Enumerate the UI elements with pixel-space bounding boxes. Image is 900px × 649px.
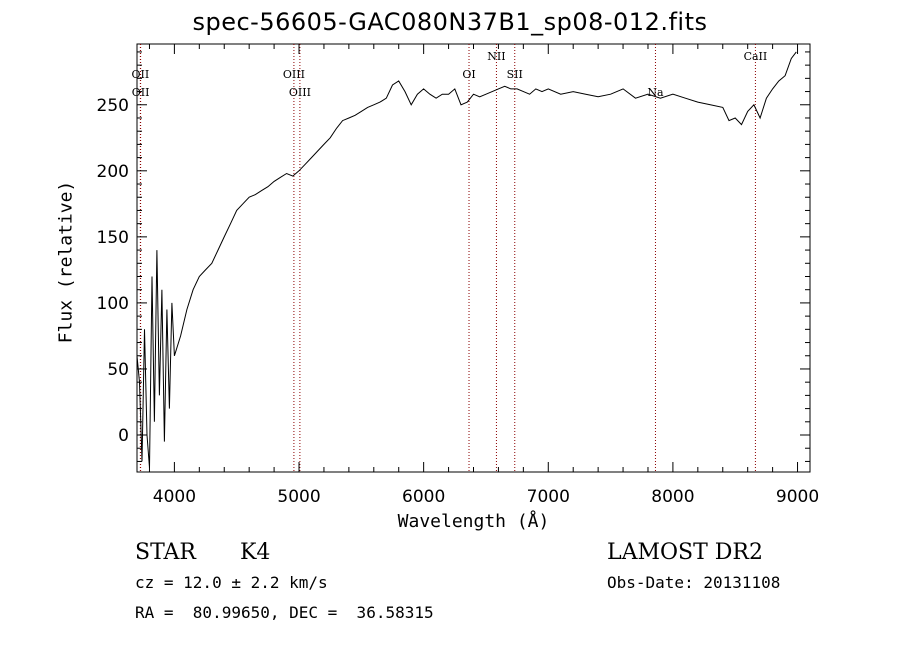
x-tick-label: 8000 bbox=[651, 487, 694, 507]
y-tick-label: 200 bbox=[97, 162, 129, 182]
coordinates-text: RA = 80.99650, DEC = 36.58315 bbox=[135, 603, 434, 622]
y-tick-label: 100 bbox=[97, 294, 129, 314]
line-marker-label: NII bbox=[487, 50, 505, 63]
line-marker-label: OI bbox=[462, 68, 475, 81]
survey-label: LAMOST DR2 bbox=[607, 540, 763, 565]
x-axis: 4000 5000 6000 7000 8000 9000 bbox=[148, 44, 819, 507]
subclass-label: K4 bbox=[240, 540, 271, 565]
line-marker-label: OII bbox=[132, 86, 150, 99]
y-tick-label: 250 bbox=[97, 96, 129, 116]
x-tick-label: 9000 bbox=[776, 487, 819, 507]
y-axis-label: Flux (relative) bbox=[55, 180, 77, 344]
line-marker-label: CaII bbox=[744, 50, 768, 63]
flux-series bbox=[136, 51, 797, 469]
x-tick-label: 4000 bbox=[153, 487, 196, 507]
line-marker-label: OIII bbox=[289, 86, 311, 99]
x-tick-label: 6000 bbox=[402, 487, 445, 507]
x-tick-label: 7000 bbox=[527, 487, 570, 507]
y-tick-label: 150 bbox=[97, 228, 129, 248]
class-label: STAR bbox=[135, 540, 196, 565]
y-axis: 0 50 100 150 200 250 bbox=[97, 51, 810, 462]
x-axis-label: Wavelength (Å) bbox=[397, 511, 550, 532]
obs-date-text: Obs-Date: 20131108 bbox=[607, 573, 781, 592]
redshift-text: cz = 12.0 ± 2.2 km/s bbox=[135, 573, 328, 592]
chart-title: spec-56605-GAC080N37B1_sp08-012.fits bbox=[192, 8, 708, 36]
y-tick-label: 0 bbox=[118, 426, 129, 446]
line-marker-label: OIII bbox=[283, 68, 305, 81]
y-tick-label: 50 bbox=[107, 360, 129, 380]
flux-line bbox=[136, 51, 797, 469]
line-marker-label: SII bbox=[507, 68, 523, 81]
x-tick-label: 5000 bbox=[277, 487, 320, 507]
plot-frame bbox=[136, 43, 811, 473]
